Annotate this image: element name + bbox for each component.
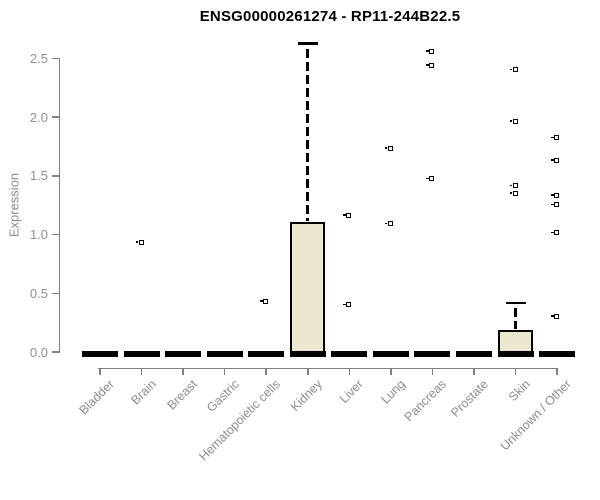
outlier-point (551, 313, 560, 319)
y-tick-mark (52, 292, 59, 295)
median-bar (248, 351, 285, 357)
upper-whisker-cap (297, 42, 318, 45)
median-bar (123, 351, 160, 357)
box-iqr (290, 221, 326, 354)
outlier-point (509, 118, 518, 124)
x-tick-mark (265, 368, 267, 375)
upper-whisker (306, 44, 310, 221)
y-tick-mark (52, 57, 59, 60)
outlier-point (260, 298, 269, 304)
y-tick-mark (52, 233, 59, 236)
y-tick-label: 1.0 (29, 227, 48, 243)
median-bar (539, 351, 576, 357)
y-tick-label: 2.0 (29, 109, 48, 125)
outlier-point (551, 157, 560, 163)
y-tick-label: 1.5 (29, 168, 48, 184)
y-tick-label: 0.5 (29, 285, 48, 301)
median-bar (82, 351, 118, 357)
y-tick-mark (52, 175, 59, 177)
outlier-point (343, 302, 352, 308)
outlier-point (426, 62, 435, 68)
y-tick-label: 2.5 (29, 51, 48, 67)
median-bar (165, 351, 202, 357)
x-tick-mark (348, 368, 351, 375)
outlier-point (135, 239, 144, 245)
x-tick-mark (473, 368, 475, 375)
median-bar (455, 351, 492, 357)
x-tick-mark (223, 368, 226, 375)
chart-title: ENSG00000261274 - RP11-244B22.5 (199, 8, 461, 25)
y-tick-mark (52, 351, 59, 353)
median-bar (206, 351, 243, 357)
outlier-point (384, 145, 393, 151)
x-tick-mark (514, 368, 517, 375)
outlier-point (551, 135, 560, 141)
outlier-point (426, 48, 435, 54)
y-axis-line (58, 58, 60, 353)
x-tick-mark (182, 368, 184, 375)
upper-whisker (514, 304, 517, 329)
median-bar (289, 351, 326, 357)
median-bar (372, 351, 409, 357)
y-tick-label: 0.0 (29, 344, 48, 360)
x-tick-mark (556, 368, 558, 375)
x-axis-line (98, 367, 558, 369)
median-bar (497, 351, 534, 357)
outlier-point (551, 192, 560, 198)
outlier-point (551, 230, 560, 236)
x-tick-mark (307, 368, 309, 375)
x-tick-mark (390, 368, 392, 375)
outlier-point (509, 190, 518, 196)
outlier-point (551, 202, 560, 208)
y-tick-mark (52, 116, 59, 118)
x-tick-mark (99, 368, 101, 375)
median-bar (414, 351, 451, 357)
upper-whisker-cap (505, 301, 526, 305)
x-tick-label: Unknown / Other (497, 377, 574, 454)
x-tick-mark (140, 368, 143, 375)
x-tick-mark (431, 368, 434, 375)
outlier-point (509, 183, 518, 189)
outlier-point (509, 67, 518, 73)
outlier-point (384, 221, 393, 227)
outlier-point (426, 176, 435, 182)
median-bar (331, 351, 368, 357)
outlier-point (343, 212, 352, 218)
